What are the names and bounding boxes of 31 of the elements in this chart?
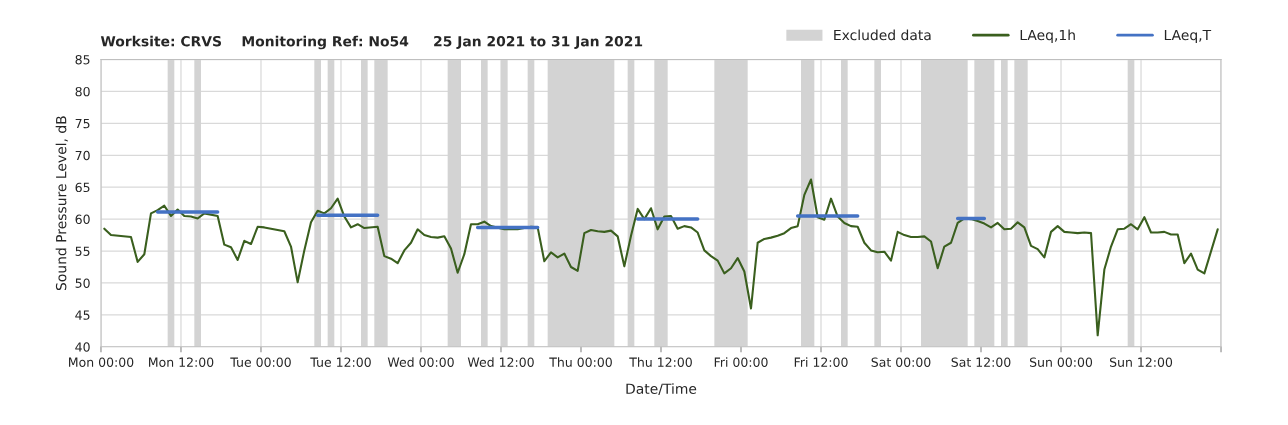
y-tick-label: 75 — [75, 118, 90, 129]
y-tick-label: 55 — [75, 246, 90, 256]
x-tick-label: Tue 12:00 — [310, 357, 371, 367]
legend-label: LAeq,1h — [1020, 29, 1075, 43]
y-tick-label: 85 — [75, 54, 90, 65]
x-tick-label: Sat 12:00 — [951, 357, 1011, 367]
y-tick-label: 80 — [75, 86, 90, 97]
legend-label: LAeq,T — [1164, 29, 1212, 43]
x-tick-label: Fri 12:00 — [794, 357, 848, 367]
x-tick-label: Wed 12:00 — [467, 357, 534, 367]
x-axis-title: Date/Time — [626, 383, 697, 396]
chart-title: Worksite: CRVS Monitoring Ref: No54 25 Jan 2021 to 31 Jan 2021 — [100, 35, 643, 50]
x-tick-label: Sat 00:00 — [871, 357, 931, 367]
y-axis-title: Sound Pressure Level, dB — [55, 116, 68, 291]
line-series — [103, 178, 1219, 337]
x-tick-label: Fri 00:00 — [714, 357, 768, 367]
y-tick-label: 50 — [75, 278, 90, 288]
y-tick-label: 60 — [75, 214, 90, 225]
x-tick-label: Sun 00:00 — [1029, 357, 1093, 367]
x-tick-label: Sun 12:00 — [1109, 357, 1173, 367]
y-tick-label: 40 — [75, 342, 90, 352]
x-tick-label: Tue 00:00 — [230, 357, 291, 367]
y-tick-label: 45 — [75, 310, 90, 320]
x-tick-label: Thu 00:00 — [549, 357, 612, 367]
y-tick-label: 70 — [75, 150, 90, 161]
x-tick-label: Mon 12:00 — [149, 357, 214, 367]
x-tick-label: Wed 00:00 — [387, 357, 454, 367]
y-tick-label: 65 — [75, 182, 90, 193]
x-tick-label: Thu 12:00 — [629, 357, 692, 367]
legend-label: Excluded data — [834, 29, 931, 41]
x-tick-label: Mon 00:00 — [69, 357, 134, 367]
